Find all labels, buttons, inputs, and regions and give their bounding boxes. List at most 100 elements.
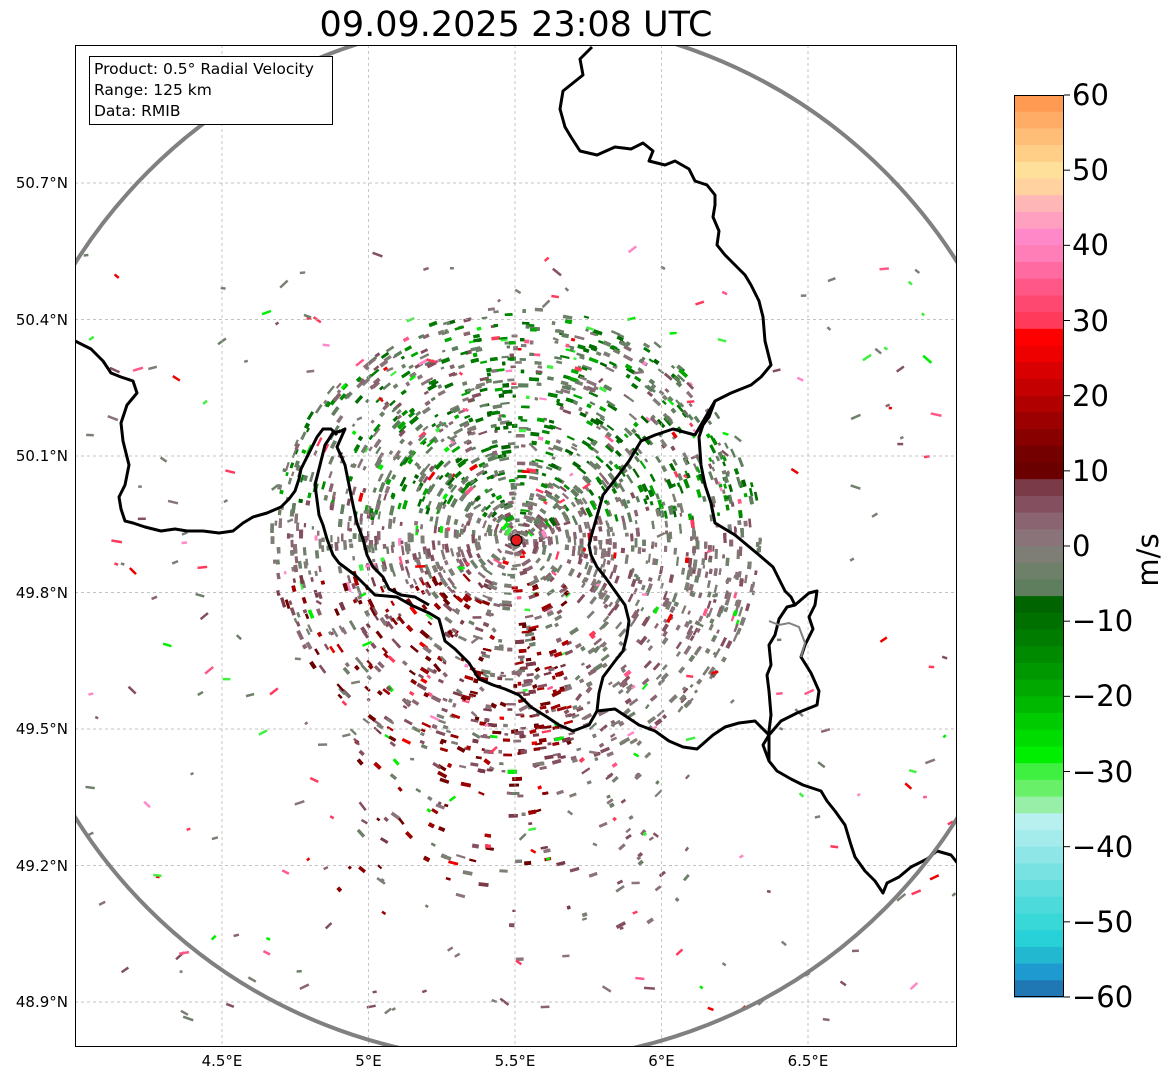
echo-cell [338, 518, 343, 528]
echo-cell [541, 544, 547, 555]
echo-cell [386, 546, 390, 554]
echo-cell [373, 761, 382, 770]
echo-cell [330, 535, 333, 543]
echo-cell [679, 694, 687, 702]
echo-cell [426, 691, 433, 698]
echo-cell [530, 328, 537, 332]
echo-cell [293, 564, 299, 573]
radar-map-canvas[interactable] [75, 45, 957, 1047]
echo-cell [492, 404, 503, 409]
echo-cell [655, 780, 660, 785]
echo-cell [357, 435, 364, 442]
echo-cell [390, 600, 395, 606]
echo-cell [431, 540, 436, 550]
echo-cell [511, 544, 521, 551]
echo-cell [717, 611, 722, 618]
echo-cell [408, 450, 415, 459]
echo-cell [676, 404, 685, 413]
radar-map[interactable] [75, 45, 957, 1047]
echo-cell [507, 573, 516, 577]
echo-cell [630, 382, 639, 390]
echo-cell [441, 543, 445, 550]
echo-cell [321, 537, 325, 542]
echo-cell [382, 543, 387, 549]
echo-cell [382, 403, 390, 411]
echo-cell [412, 578, 418, 585]
echo-cell [527, 510, 533, 516]
echo-cell [420, 348, 429, 354]
echo-cell [683, 478, 690, 489]
echo-cell [391, 638, 400, 647]
echo-cell [447, 577, 455, 587]
echo-cell [726, 592, 732, 602]
echo-cell [432, 669, 438, 674]
echo-cell [484, 452, 496, 458]
echo-cell [620, 664, 627, 671]
echo-cell [360, 626, 368, 635]
echo-cell [571, 515, 578, 526]
echo-cell [521, 624, 527, 629]
echo-cell [710, 634, 718, 643]
echo-cell [448, 568, 456, 577]
echo-cell [600, 641, 607, 648]
echo-cell [420, 524, 424, 530]
echo-cell [494, 387, 503, 392]
echo-cell [307, 411, 314, 421]
echo-cell [686, 697, 694, 706]
echo-cell [399, 476, 407, 487]
echo-cell [531, 683, 538, 690]
echo-cell [588, 722, 598, 731]
echo-cell [606, 424, 615, 431]
echo-cell [507, 500, 514, 506]
echo-cell [373, 377, 381, 385]
echo-cell [606, 560, 611, 565]
echo-cell [507, 708, 513, 711]
echo-cell [360, 444, 368, 454]
echo-cell [701, 558, 705, 565]
echo-cell [670, 463, 676, 472]
echo-cell [709, 618, 715, 624]
echo-cell [304, 613, 310, 620]
echo-cell [356, 828, 366, 838]
echo-cell [465, 439, 472, 446]
echo-cell [516, 957, 524, 961]
echo-cell [586, 564, 593, 576]
echo-cell [681, 567, 686, 575]
echo-cell [485, 612, 492, 617]
echo-cell [479, 387, 488, 393]
echo-cell [537, 785, 543, 790]
echo-cell [615, 439, 621, 444]
echo-cell [468, 417, 474, 423]
echo-cell [435, 423, 442, 429]
echo-cell [576, 352, 585, 358]
echo-cell [570, 368, 579, 375]
echo-cell [632, 613, 640, 623]
echo-cell [462, 573, 471, 583]
echo-cell [648, 836, 655, 842]
echo-cell [547, 685, 554, 691]
echo-cell [602, 598, 608, 605]
echo-cell [447, 483, 454, 490]
echo-cell [560, 663, 566, 668]
echo-cell [561, 639, 570, 647]
echo-cell [366, 544, 371, 553]
echo-cell [598, 526, 603, 532]
echo-cell [523, 693, 530, 696]
echo-cell [595, 351, 602, 357]
echo-cell [544, 440, 551, 445]
echo-cell [377, 511, 381, 520]
echo-cell [726, 470, 730, 475]
echo-cell [675, 381, 683, 388]
echo-cell [606, 443, 615, 450]
echo-cell [576, 706, 584, 712]
echo-cell [593, 385, 599, 390]
echo-cell [484, 717, 490, 723]
echo-cell [712, 599, 717, 603]
echo-cell [634, 772, 642, 781]
echo-cell [456, 745, 466, 753]
echo-cell [513, 492, 517, 496]
echo-cell [722, 461, 726, 467]
echo-cell [585, 326, 594, 331]
echo-cell [664, 415, 671, 422]
echo-cell [492, 504, 500, 512]
